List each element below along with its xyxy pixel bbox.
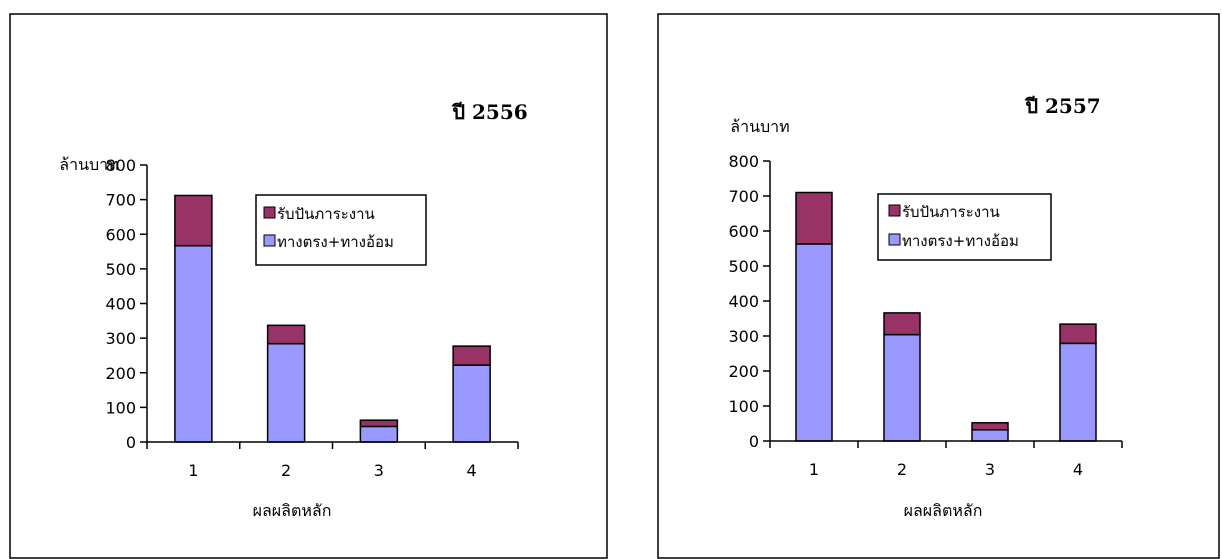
bar-segment-workload-4	[1059, 323, 1097, 345]
y-tick-label: 800	[728, 152, 759, 171]
x-tick-label: 2	[897, 460, 907, 479]
bar-segment-direct-indirect-2	[266, 342, 306, 443]
x-tick-label: 4	[467, 461, 477, 480]
y-tick-label: 100	[105, 398, 136, 417]
y-tick-label: 500	[105, 260, 136, 279]
bar-segment-workload-2	[266, 324, 306, 345]
bar-segment-direct-indirect-1	[795, 243, 833, 442]
y-tick-label: 600	[728, 222, 759, 241]
y-tick-label: 400	[728, 292, 759, 311]
y-tick-label: 300	[105, 329, 136, 348]
x-tick-label: 3	[374, 461, 384, 480]
bar-segment-direct-indirect-1	[174, 244, 213, 443]
legend-label-direct-indirect: ทางตรง+ทางอ้อม	[902, 232, 1019, 250]
chart-panel-2556: ปี 2556 ล้านบาท ผลผลิตหลัก 0 100 200 300 400…	[9, 0, 609, 559]
y-tick-label: 0	[126, 433, 136, 452]
y-tick-label: 100	[728, 397, 759, 416]
y-tick-label: 0	[749, 432, 759, 451]
legend-swatch-workload	[888, 204, 901, 217]
y-tick-label: 200	[105, 364, 136, 383]
chart-svg-2557: ปี 2557 ล้านบาท ผลผลิตหลัก 0 100 200 300 400…	[657, 13, 1220, 559]
chart-svg-2556: ปี 2556 ล้านบาท ผลผลิตหลัก 0 100 200 300 400…	[9, 13, 608, 559]
bar-segment-direct-indirect-2	[883, 333, 921, 442]
legend: รับปันภาระงาน ทางตรง+ทางอ้อม	[877, 193, 1052, 261]
bar-segment-workload-3	[971, 422, 1009, 431]
x-tick-label: 1	[188, 461, 198, 480]
chart-title: ปี 2556	[451, 100, 528, 124]
y-tick-label: 400	[105, 295, 136, 314]
x-axis-label: ผลผลิตหลัก	[253, 501, 332, 520]
chart-frame	[9, 13, 608, 559]
bar-segment-workload-2	[883, 312, 921, 336]
y-tick-label: 700	[728, 187, 759, 206]
legend-label-direct-indirect: ทางตรง+ทางอ้อม	[277, 233, 394, 251]
chart-frame	[657, 13, 1220, 559]
bar-segment-direct-indirect-3	[971, 429, 1009, 442]
y-axis-label: ล้านบาท	[730, 117, 789, 136]
x-tick-label: 2	[281, 461, 291, 480]
y-tick-label: 700	[105, 191, 136, 210]
legend: รับปันภาระงาน ทางตรง+ทางอ้อม	[255, 194, 427, 266]
x-tick-label: 1	[809, 460, 819, 479]
legend-swatch-workload	[263, 206, 276, 219]
legend-label-workload: รับปันภาระงาน	[902, 203, 1000, 221]
y-tick-label: 800	[105, 156, 136, 175]
bar-segment-workload-3	[359, 419, 399, 428]
y-tick-label: 500	[728, 257, 759, 276]
y-tick-label: 600	[105, 225, 136, 244]
chart-panel-2557: ปี 2557 ล้านบาท ผลผลิตหลัก 0 100 200 300 400…	[657, 0, 1222, 559]
legend-box	[255, 194, 427, 266]
bar-segment-workload-1	[795, 191, 833, 245]
legend-box	[877, 193, 1052, 261]
y-tick-label: 200	[728, 362, 759, 381]
bar-segment-workload-1	[174, 194, 213, 247]
chart-title: ปี 2557	[1024, 94, 1101, 118]
y-axis-label: ล้านบาท	[59, 155, 118, 174]
plot-area: 0 100 200 300 400 500 600 700 800 1 2 3 4	[105, 156, 519, 480]
bar-segment-direct-indirect-3	[359, 425, 399, 443]
legend-swatch-direct-indirect	[888, 233, 901, 246]
bar-segment-workload-4	[452, 345, 491, 366]
x-axis-label: ผลผลิตหลัก	[904, 501, 983, 520]
y-tick-label: 300	[728, 327, 759, 346]
x-tick-label: 3	[985, 460, 995, 479]
bar-segment-direct-indirect-4	[452, 364, 491, 443]
legend-swatch-direct-indirect	[263, 234, 276, 247]
legend-label-workload: รับปันภาระงาน	[277, 205, 375, 223]
bar-segment-direct-indirect-4	[1059, 342, 1097, 442]
x-tick-label: 4	[1073, 460, 1083, 479]
plot-area: 0 100 200 300 400 500 600 700 800 1 2 3 4	[728, 152, 1123, 479]
